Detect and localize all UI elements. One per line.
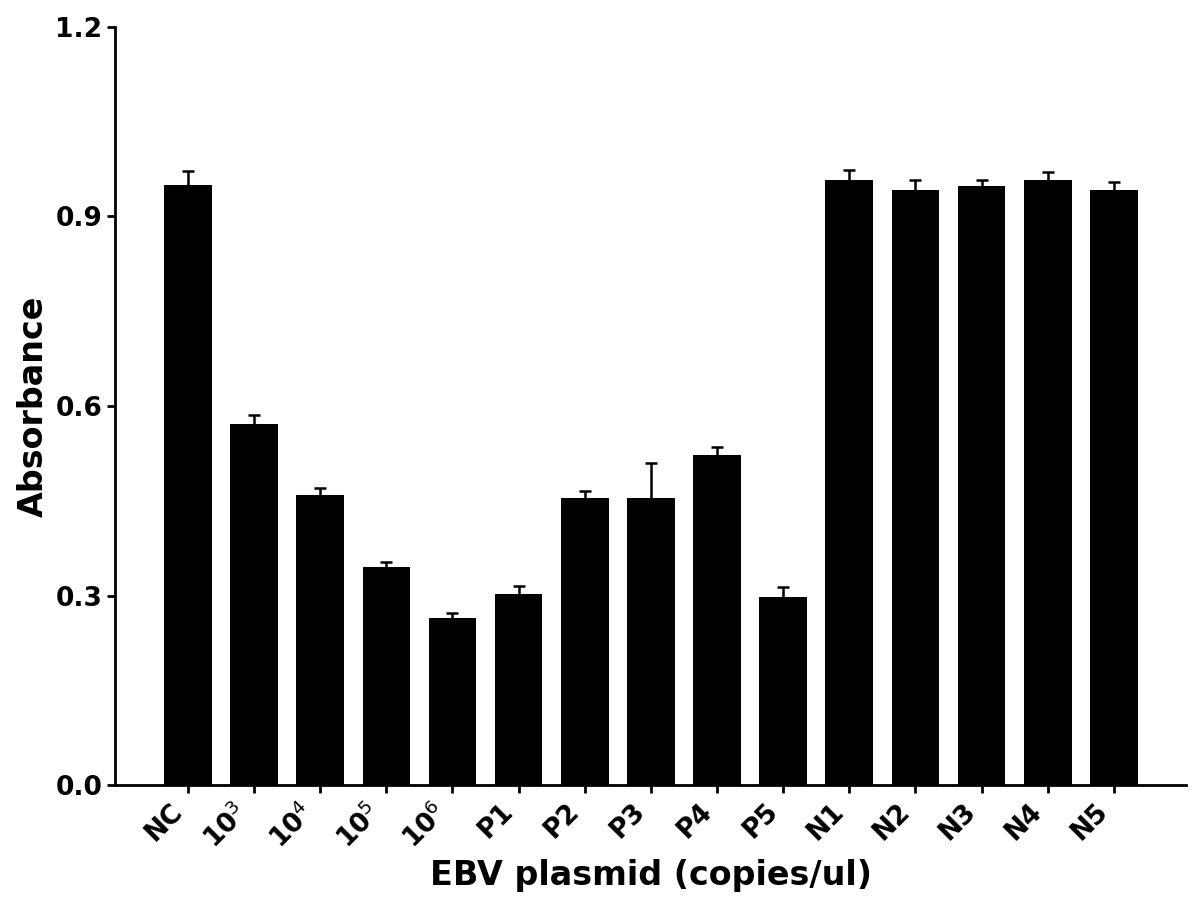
Bar <box>627 497 675 785</box>
Bar <box>1024 180 1072 785</box>
Bar <box>693 455 741 785</box>
Bar <box>561 497 609 785</box>
Bar <box>891 190 940 785</box>
Bar <box>230 424 278 785</box>
X-axis label: EBV plasmid (copies/ul): EBV plasmid (copies/ul) <box>429 859 872 893</box>
Bar <box>428 618 476 785</box>
Bar <box>958 186 1006 785</box>
Y-axis label: Absorbance: Absorbance <box>17 295 49 516</box>
Bar <box>362 567 410 785</box>
Bar <box>1090 190 1138 785</box>
Bar <box>296 494 344 785</box>
Bar <box>759 597 807 785</box>
Bar <box>494 594 543 785</box>
Bar <box>825 180 873 785</box>
Bar <box>164 185 212 785</box>
